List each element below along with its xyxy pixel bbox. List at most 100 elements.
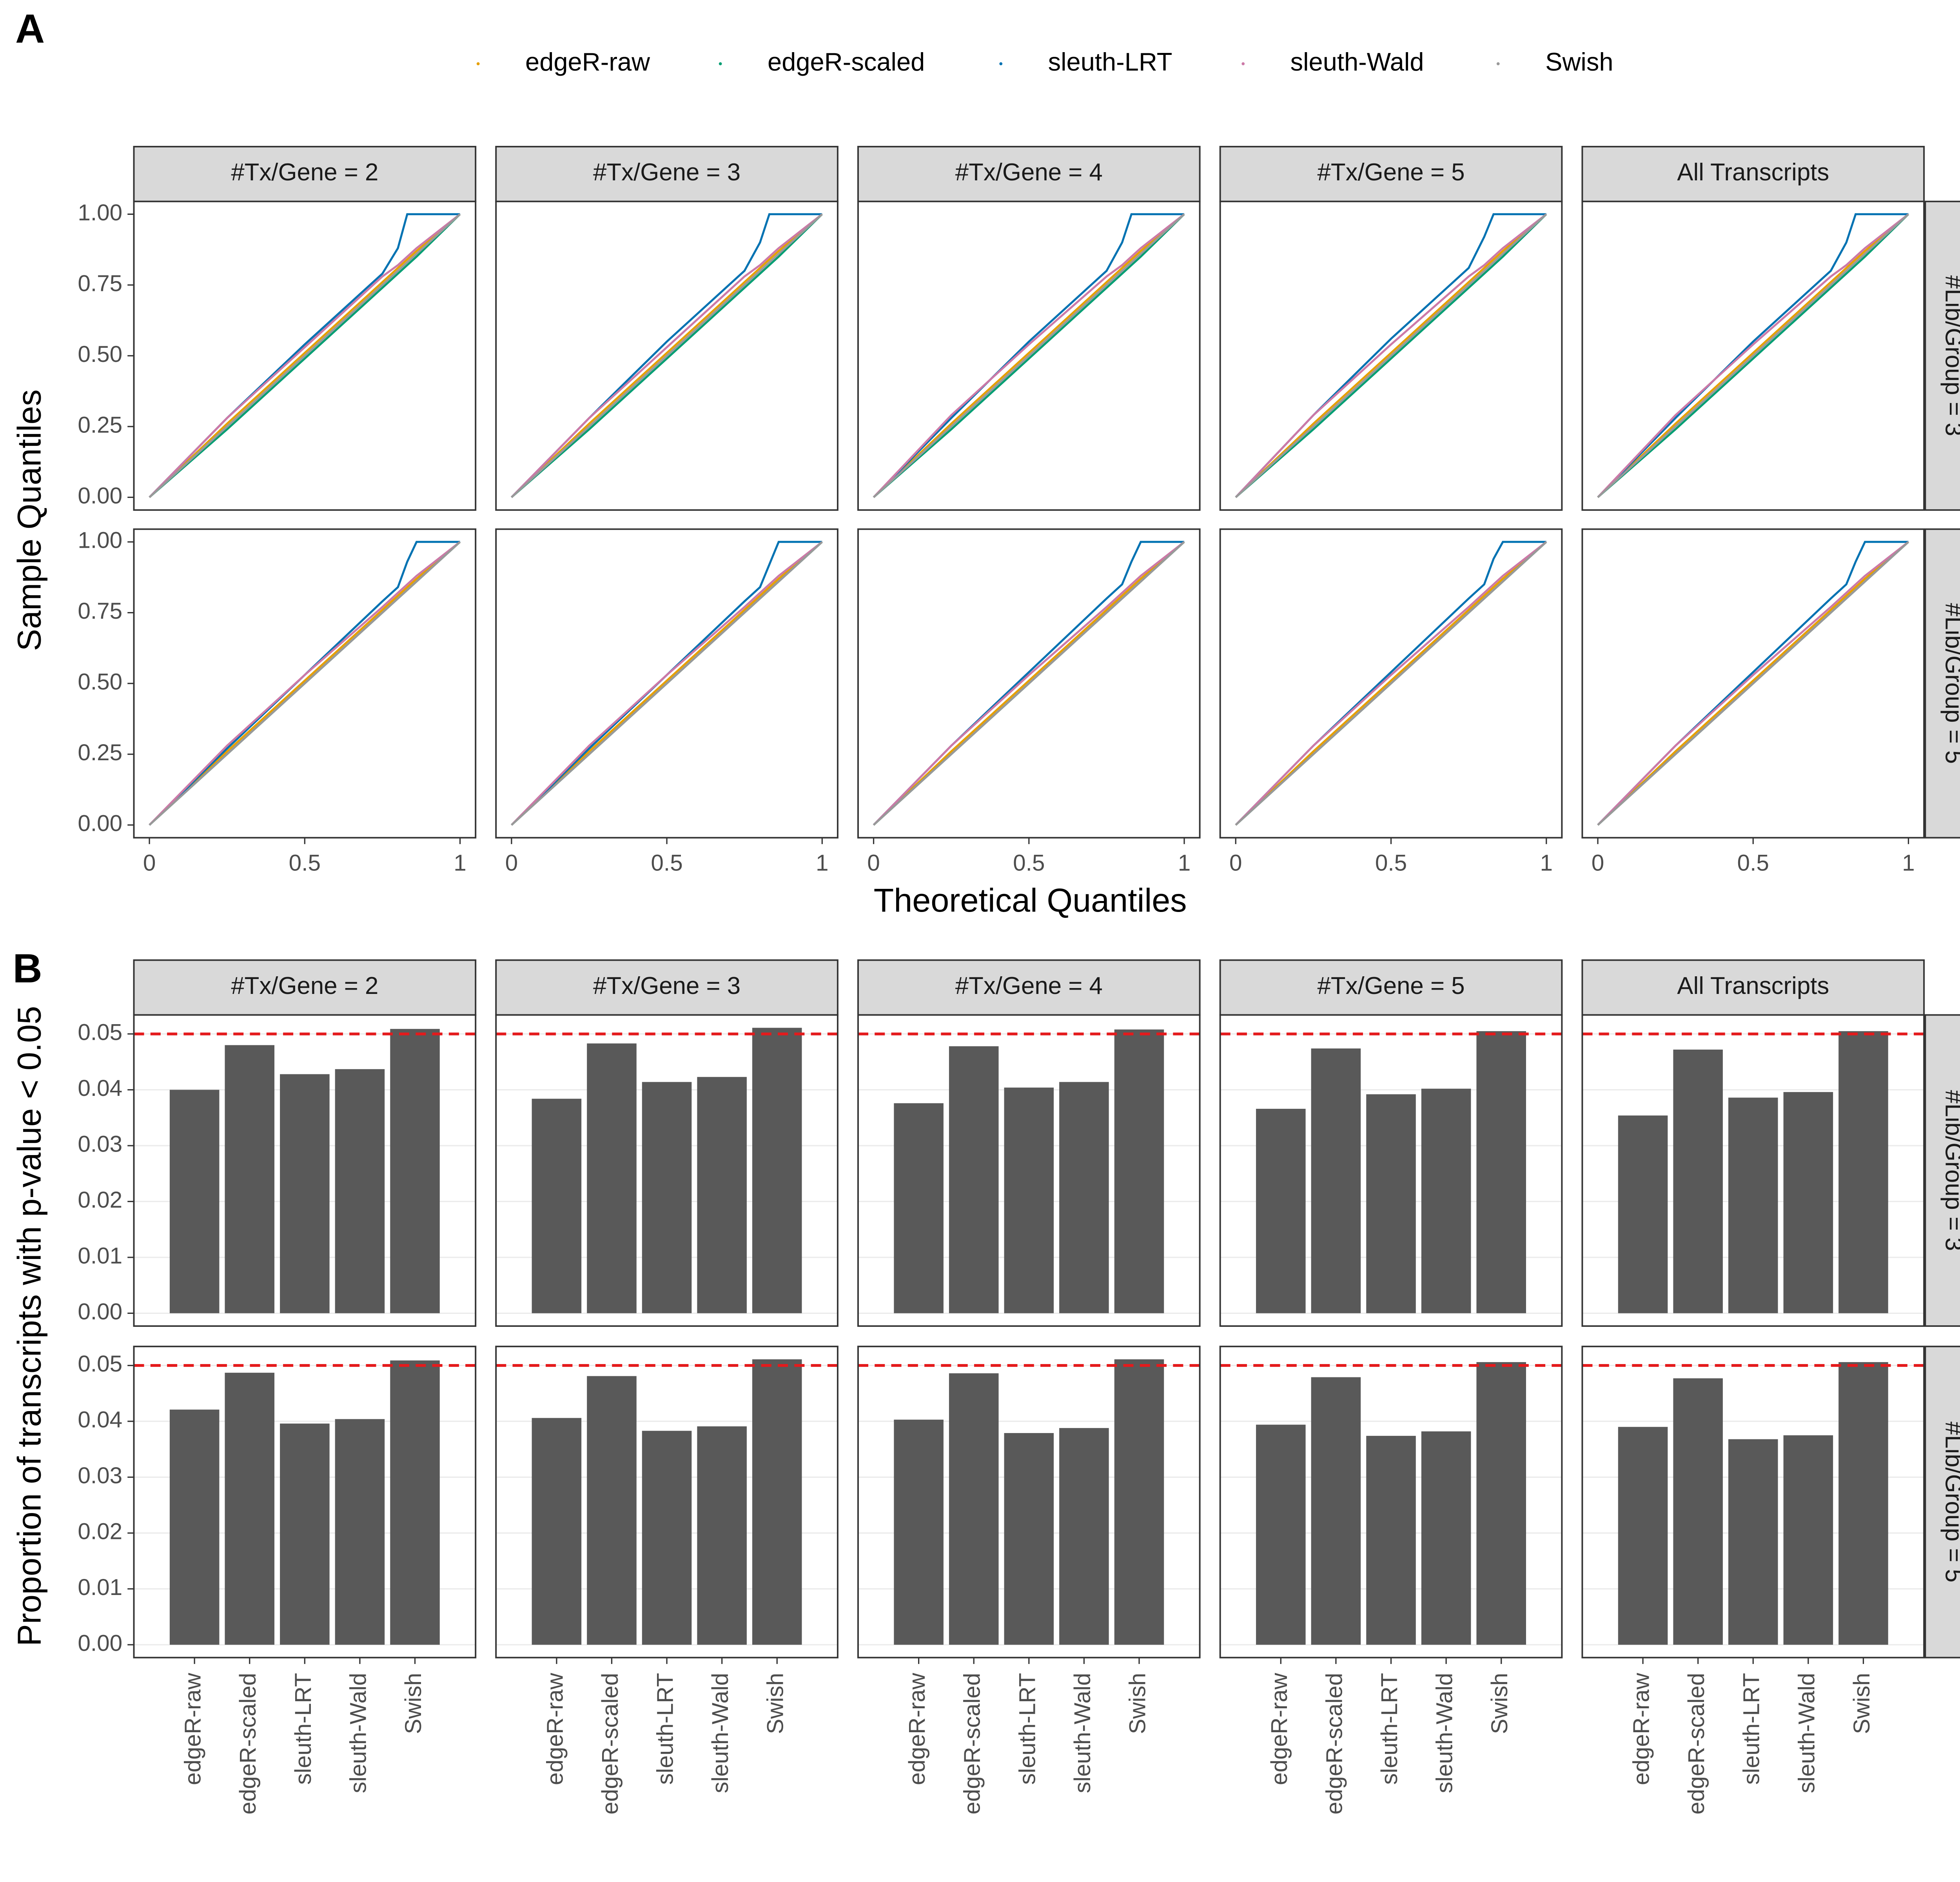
bar <box>280 1423 330 1645</box>
qq-line <box>1597 213 1909 498</box>
strip-label: All Transcripts <box>1677 159 1829 186</box>
qq-line <box>149 541 461 826</box>
x-tick-label: sleuth-Wald <box>1794 1673 1819 1793</box>
x-tick-label: sleuth-LRT <box>653 1673 678 1785</box>
strip-label: #Tx/Gene = 2 <box>231 972 378 999</box>
qq-line <box>510 541 823 826</box>
strip-label: #Tx/Gene = 5 <box>1317 159 1465 186</box>
x-tick-label: Swish <box>401 1673 426 1734</box>
x-tick-label: edgeR-scaled <box>960 1673 985 1815</box>
qq-line <box>510 213 823 498</box>
qq-line <box>1235 213 1547 498</box>
x-tick-label: edgeR-raw <box>1267 1673 1292 1785</box>
panel-border <box>1219 200 1563 511</box>
bar <box>1256 1108 1306 1313</box>
bar <box>949 1046 999 1313</box>
qq-line <box>873 541 1185 826</box>
qq-line <box>1235 213 1547 498</box>
qq-line <box>511 213 823 498</box>
y-tick-label: 0.04 <box>78 1407 122 1433</box>
y-tick-label: 0.75 <box>78 598 122 624</box>
y-tick-label: 0.00 <box>78 483 122 509</box>
x-tick-label: Swish <box>1849 1673 1875 1734</box>
y-tick-label: 0.02 <box>78 1519 122 1544</box>
panel-border <box>495 200 838 511</box>
bar <box>169 1090 220 1313</box>
x-tick-label: sleuth-LRT <box>1739 1673 1764 1785</box>
y-tick-label: 0.05 <box>78 1351 122 1377</box>
y-tick-label: 0.01 <box>78 1243 122 1268</box>
legend-swatch <box>1496 62 1500 65</box>
x-tick-label: edgeR-scaled <box>1684 1673 1709 1815</box>
qq-line <box>149 541 461 826</box>
qq-line <box>511 213 823 498</box>
y-tick-label: 0.03 <box>78 1463 122 1488</box>
y-tick-label: 0.50 <box>78 342 122 367</box>
strip-label: #Tx/Gene = 3 <box>593 972 740 999</box>
bar <box>1783 1435 1833 1645</box>
panel-letter: A <box>15 6 45 52</box>
qq-line <box>149 213 461 498</box>
qq-line <box>873 541 1185 826</box>
bar <box>1311 1048 1361 1313</box>
strip-label: #Lib/Group = 3 <box>1940 1090 1960 1251</box>
x-tick-label: edgeR-raw <box>180 1673 206 1785</box>
qq-line <box>1597 541 1909 826</box>
qq-line <box>1597 213 1909 498</box>
x-tick-label: 0 <box>1592 850 1604 876</box>
qq-line <box>511 541 823 826</box>
x-tick-label: 0.5 <box>1737 850 1769 876</box>
strip <box>133 146 477 202</box>
bar <box>587 1376 637 1645</box>
y-tick-label: 0.01 <box>78 1575 122 1600</box>
bar <box>752 1359 802 1645</box>
bar <box>1114 1029 1164 1313</box>
strip-label: #Lib/Group = 5 <box>1940 603 1960 764</box>
qq-line <box>511 213 823 498</box>
bar <box>697 1077 747 1313</box>
bar <box>1421 1088 1471 1313</box>
y-tick-label: 0.50 <box>78 669 122 695</box>
qq-line <box>873 213 1185 498</box>
x-tick-label: 1 <box>1540 850 1553 876</box>
strip <box>1924 1346 1960 1659</box>
y-tick-label: 0.03 <box>78 1131 122 1157</box>
y-tick-label: 0.25 <box>78 412 122 438</box>
panel-border <box>495 1014 838 1327</box>
bar <box>949 1373 999 1645</box>
x-tick-label: edgeR-raw <box>542 1673 568 1785</box>
qq-line <box>873 213 1185 498</box>
strip <box>1581 959 1925 1016</box>
y-tick-label: 0.75 <box>78 271 122 296</box>
x-tick-label: 0.5 <box>1013 850 1045 876</box>
y-axis-title: Proportion of transcripts with p-value <… <box>11 1006 48 1646</box>
x-tick-label: 0 <box>505 850 518 876</box>
qq-line <box>149 541 461 826</box>
strip-label: #Tx/Gene = 5 <box>1317 972 1465 999</box>
strip <box>1924 1014 1960 1327</box>
x-tick-label: sleuth-LRT <box>1377 1673 1402 1785</box>
bar <box>1783 1092 1833 1313</box>
qq-line <box>873 213 1185 498</box>
x-tick-label: edgeR-scaled <box>597 1673 623 1815</box>
strip-label: #Tx/Gene = 4 <box>955 159 1103 186</box>
x-tick-label: sleuth-Wald <box>1070 1673 1095 1793</box>
bar <box>1256 1424 1306 1645</box>
legend-label: edgeR-scaled <box>768 47 925 76</box>
y-axis-title: Sample Quantiles <box>11 389 48 651</box>
y-tick-label: 0.04 <box>78 1075 122 1101</box>
bar <box>1673 1049 1723 1313</box>
strip-label: #Tx/Gene = 4 <box>955 972 1103 999</box>
bar <box>697 1426 747 1645</box>
bar <box>225 1373 275 1645</box>
legend-swatch <box>999 62 1003 65</box>
bar <box>1673 1378 1723 1645</box>
legend-swatch <box>719 62 722 65</box>
bar <box>390 1029 440 1313</box>
qq-line <box>1597 213 1909 498</box>
bar <box>1311 1377 1361 1645</box>
bar <box>587 1043 637 1313</box>
bar <box>169 1410 220 1645</box>
bar <box>390 1360 440 1645</box>
bar <box>1838 1031 1888 1313</box>
